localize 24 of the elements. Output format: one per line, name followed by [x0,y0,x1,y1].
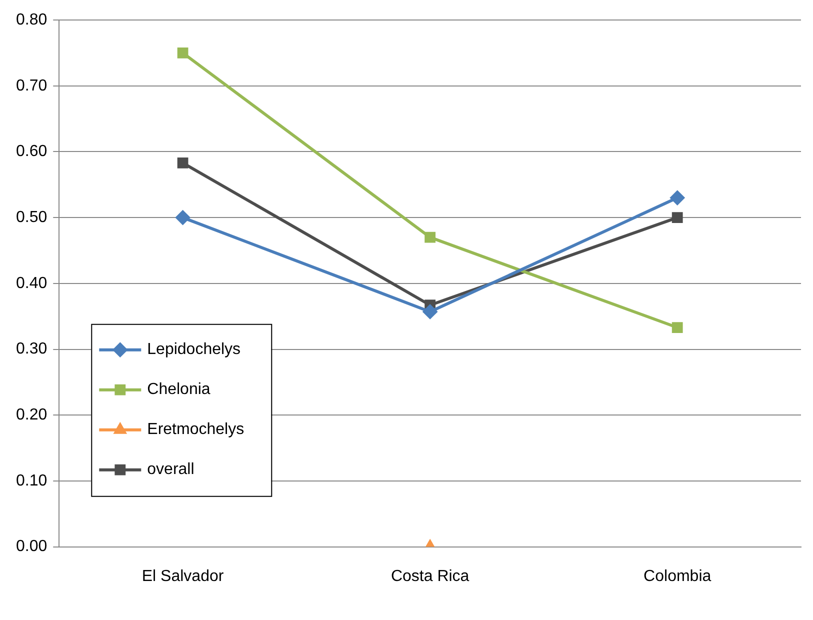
point [424,232,436,243]
y-tick-label: 0.20 [16,406,48,424]
y-tick-label: 0.00 [16,538,48,556]
y-tick-label: 0.70 [16,77,48,94]
point [177,47,188,58]
point [672,212,683,223]
point [670,190,685,206]
point [672,322,683,333]
legend-label: Chelonia [147,381,210,398]
point [175,210,190,226]
y-tick-label: 0.10 [16,472,48,490]
point [422,304,438,320]
y-tick-label: 0.80 [16,11,48,28]
legend-label: Lepidochelys [147,341,241,358]
y-tick-label: 0.50 [16,208,48,226]
y-tick-label: 0.60 [16,143,48,160]
y-tick-label: 0.30 [16,340,48,358]
x-tick-label: Colombia [644,568,712,585]
legend-label: Eretmochelys [147,421,244,438]
legend-label: overall [147,461,194,478]
y-tick-label: 0.40 [16,274,48,292]
point [177,157,188,168]
x-tick-label: Costa Rica [390,568,470,585]
x-tick-label: El Salvador [142,568,224,585]
